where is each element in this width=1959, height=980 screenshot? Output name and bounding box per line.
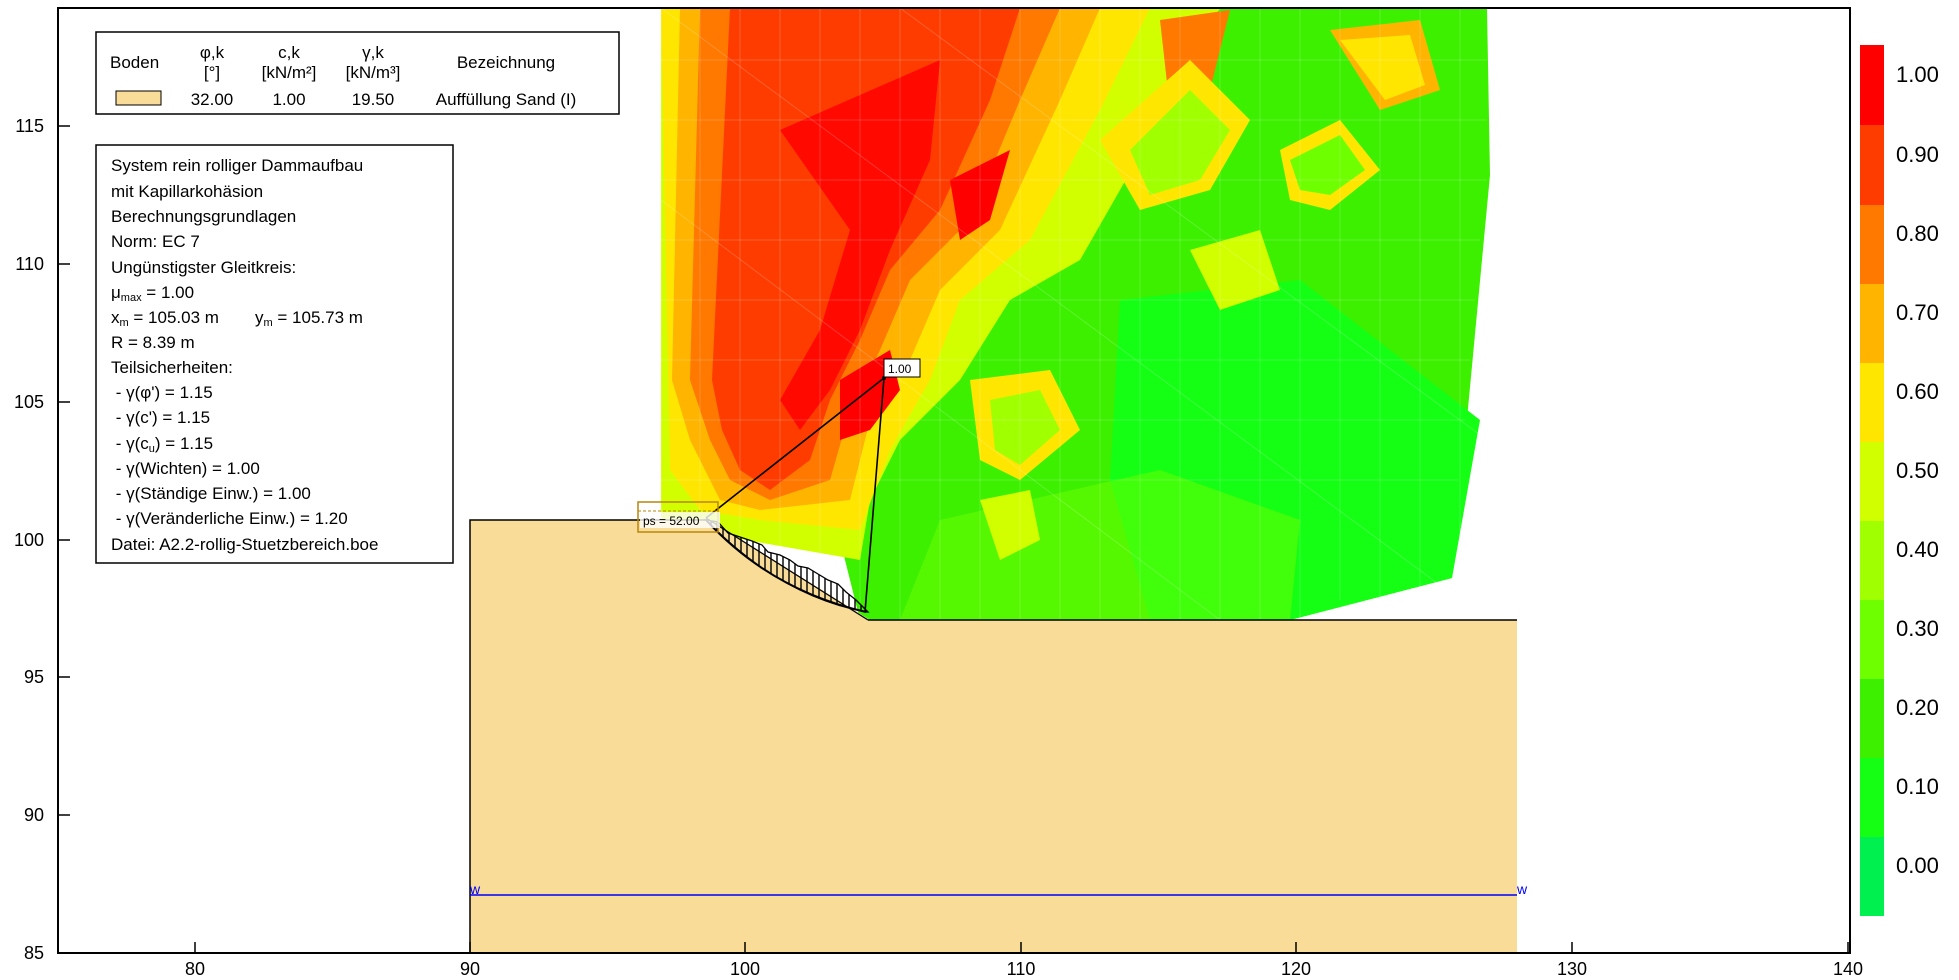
mu-label-text: 1.00 (888, 362, 912, 376)
legend-gamma-unit: [kN/m³] (346, 63, 401, 82)
colorbar-label-0-10: 0.10 (1896, 774, 1939, 799)
colorbar-band-0-50 (1860, 442, 1884, 521)
info-box: System rein rolliger Dammaufbau mit Kapi… (95, 144, 454, 564)
y-axis (58, 125, 70, 954)
legend-c-header: c,k (278, 43, 300, 62)
colorbar-label-0-70: 0.70 (1896, 300, 1939, 325)
info-xm-sub: m (120, 317, 129, 329)
info-line-3: Berechnungsgrundlagen (111, 207, 296, 226)
y-tick-90: 90 (24, 805, 44, 825)
info-line-5: Ungünstigster Gleitkreis: (111, 258, 296, 277)
legend-phi-unit: [°] (204, 63, 220, 82)
x-tick-100: 100 (730, 959, 760, 979)
y-tick-100: 100 (14, 530, 44, 550)
colorbar-label-0-80: 0.80 (1896, 221, 1939, 246)
colorbar-band-0-10 (1860, 758, 1884, 837)
colorbar-label-0-00: 0.00 (1896, 853, 1939, 878)
legend-c-unit: [kN/m²] (262, 63, 317, 82)
plot-frame (57, 7, 1851, 954)
colorbar-band-0-70 (1860, 284, 1884, 363)
info-ym-value: = 105.73 m (273, 308, 363, 327)
info-cu-sub: u (149, 443, 155, 455)
info-cu-suffix: ) = 1.15 (155, 434, 213, 453)
y-tick-95: 95 (24, 667, 44, 687)
info-line-staendige: - γ(Ständige Einw.) = 1.00 (111, 484, 311, 503)
info-line-gamma-c: - γ(c') = 1.15 (111, 408, 210, 427)
colorbar-band-0-20 (1860, 679, 1884, 758)
colorbar-label-1-00: 1.00 (1896, 62, 1939, 87)
utilization-contour-field (660, 7, 1490, 621)
colorbar-label-0-60: 0.60 (1896, 379, 1939, 404)
info-mu-value: = 1.00 (142, 283, 194, 302)
soil-surface-line (469, 519, 710, 953)
x-tick-110: 110 (1007, 959, 1036, 979)
load-label: ps = 52.00 (643, 514, 700, 528)
x-tick-130: 130 (1557, 959, 1587, 979)
x-axis (194, 942, 1849, 953)
legend-soil-swatch (115, 90, 162, 106)
colorbar-band-0-60 (1860, 363, 1884, 442)
y-tick-110: 110 (15, 254, 44, 274)
water-label-right: w (1516, 881, 1528, 897)
water-label-left: w (469, 881, 481, 897)
colorbar-band-0-00 (1860, 837, 1884, 916)
info-mu-sub: max (121, 292, 142, 304)
legend-bezeichnung-header: Bezeichnung (457, 53, 555, 72)
legend-phi-value: 32.00 (191, 90, 234, 109)
info-line-datei: Datei: A2.2-rollig-Stuetzbereich.boe (111, 535, 378, 554)
colorbar: 1.00 0.90 0.80 0.70 0.60 0.50 0.40 0.30 … (1860, 45, 1939, 916)
info-line-wichten: - γ(Wichten) = 1.00 (111, 459, 260, 478)
colorbar-band-0-90 (1860, 125, 1884, 205)
colorbar-band-0-80 (1860, 205, 1884, 284)
info-mu-prefix: μ (111, 283, 121, 302)
soil-body (470, 520, 1517, 953)
info-xm-prefix: x (111, 308, 120, 327)
info-mu-line: μmax = 1.00 (111, 283, 194, 304)
colorbar-label-0-50: 0.50 (1896, 458, 1939, 483)
radius-line-right (864, 377, 885, 613)
info-ym-prefix: y (255, 308, 264, 327)
y-tick-105: 105 (14, 392, 44, 412)
legend-phi-header: φ,k (200, 43, 225, 62)
y-tick-115: 115 (15, 116, 44, 136)
info-ym-line: ym = 105.73 m (255, 308, 363, 329)
info-line-teilsicherheiten: Teilsicherheiten: (111, 358, 233, 377)
legend-c-value: 1.00 (272, 90, 305, 109)
legend-soil-name: Auffüllung Sand (I) (436, 90, 577, 109)
colorbar-band-0-30 (1860, 600, 1884, 679)
legend-gamma-header: γ,k (362, 43, 384, 62)
info-line-1: System rein rolliger Dammaufbau (111, 156, 363, 175)
info-line-radius: R = 8.39 m (111, 333, 195, 352)
colorbar-label-0-20: 0.20 (1896, 695, 1939, 720)
legend-boden-header: Boden (110, 53, 159, 72)
info-xm-value: = 105.03 m (129, 308, 219, 327)
legend-gamma-value: 19.50 (352, 90, 395, 109)
info-line-gamma-phi: - γ(φ') = 1.15 (111, 383, 213, 402)
colorbar-label-0-40: 0.40 (1896, 537, 1939, 562)
info-xm-line: xm = 105.03 m (111, 308, 219, 329)
slip-circle (705, 519, 867, 613)
mu-label: 1.00 (883, 358, 921, 378)
colorbar-label-0-90: 0.90 (1896, 142, 1939, 167)
colorbar-label-0-30: 0.30 (1896, 616, 1939, 641)
info-cu-line: - γ(cu) = 1.15 (111, 434, 213, 455)
surcharge-load: ps = 52.00 (637, 501, 720, 533)
info-line-veraenderliche: - γ(Veränderliche Einw.) = 1.20 (111, 509, 348, 528)
y-tick-85: 85 (24, 943, 44, 963)
info-line-4: Norm: EC 7 (111, 232, 200, 251)
x-tick-90: 90 (460, 959, 480, 979)
colorbar-band-0-40 (1860, 521, 1884, 600)
radius-line-left (705, 377, 885, 519)
soil-legend: Boden φ,k [°] c,k [kN/m²] γ,k [kN/m³] Be… (95, 31, 620, 115)
x-tick-80: 80 (185, 959, 205, 979)
info-cu-prefix: - γ(c (111, 434, 149, 453)
info-line-2: mit Kapillarkohäsion (111, 182, 263, 201)
colorbar-band-1-00 (1860, 45, 1884, 125)
x-tick-120: 120 (1281, 959, 1311, 979)
slope-line (705, 517, 869, 621)
x-tick-140: 140 (1833, 959, 1863, 979)
info-ym-sub: m (264, 317, 273, 329)
